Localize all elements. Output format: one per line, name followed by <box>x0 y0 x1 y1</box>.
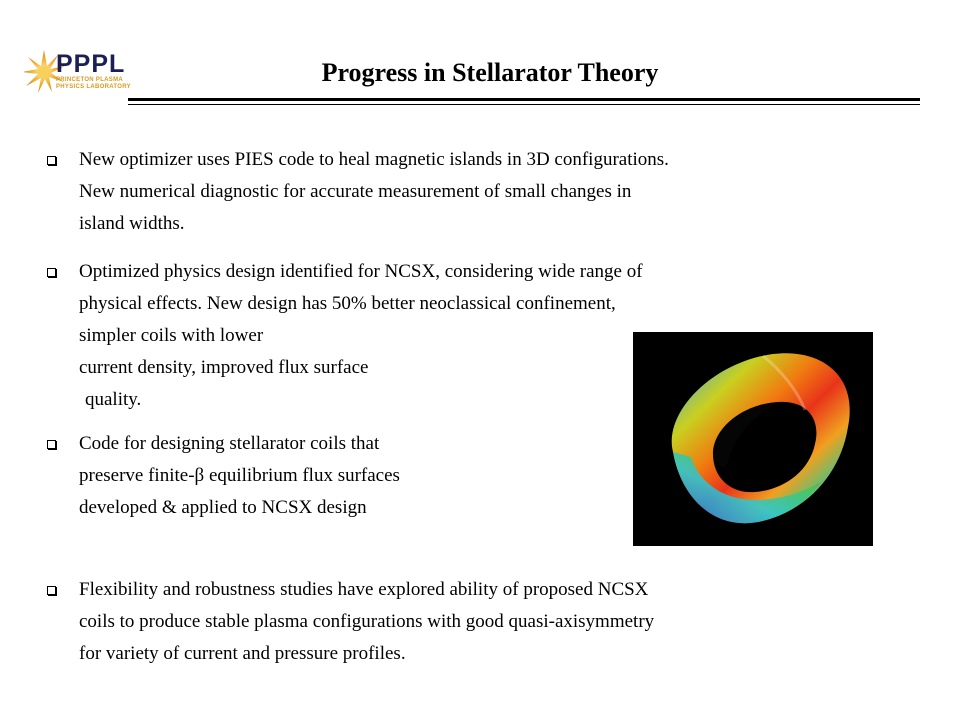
bullet-line: simpler coils with lower <box>79 325 264 346</box>
bullet-line: New optimizer uses PIES code to heal mag… <box>79 149 669 170</box>
page-title: Progress in Stellarator Theory <box>321 58 659 87</box>
bullet-line: preserve finite-β equilibrium flux surfa… <box>79 465 400 486</box>
bullet-text: Optimized physics design identified for … <box>79 256 643 416</box>
bullet-text: Code for designing stellarator coils tha… <box>79 428 400 524</box>
stellarator-figure <box>633 332 873 546</box>
square-bullet-icon <box>47 586 56 595</box>
logo-subtitle-line: PHYSICS LABORATORY <box>56 84 131 90</box>
bullet-text: New optimizer uses PIES code to heal mag… <box>79 144 669 240</box>
bullet-line: physical effects. New design has 50% bet… <box>79 293 616 314</box>
logo-subtitle: PRINCETON PLASMA PHYSICS LABORATORY <box>56 77 131 91</box>
bullet-line: for variety of current and pressure prof… <box>79 643 406 664</box>
bullet-line: current density, improved flux surface <box>79 357 369 378</box>
flux-surface-image <box>671 353 850 524</box>
bullet-line: island widths. <box>79 213 185 234</box>
bullet-line: Code for designing stellarator coils tha… <box>79 433 380 454</box>
logo-wordmark: PPPL <box>56 50 126 78</box>
bullet-line: quality. <box>85 389 142 410</box>
bullet-text: Flexibility and robustness studies have … <box>79 574 654 670</box>
square-bullet-icon <box>47 156 56 165</box>
title-rule-thin <box>128 104 920 105</box>
bullet-line: developed & applied to NCSX design <box>79 497 367 518</box>
square-bullet-icon <box>47 268 56 277</box>
title-rule-thick <box>128 98 920 101</box>
logo-subtitle-line: PRINCETON PLASMA <box>56 77 124 83</box>
bullet-line: coils to produce stable plasma configura… <box>79 611 655 632</box>
bullet-line: New numerical diagnostic for accurate me… <box>79 181 632 202</box>
sunburst-icon <box>24 50 65 93</box>
bullet-line: Optimized physics design identified for … <box>79 261 643 282</box>
bullet-line: Flexibility and robustness studies have … <box>79 579 649 600</box>
square-bullet-icon <box>47 440 56 449</box>
